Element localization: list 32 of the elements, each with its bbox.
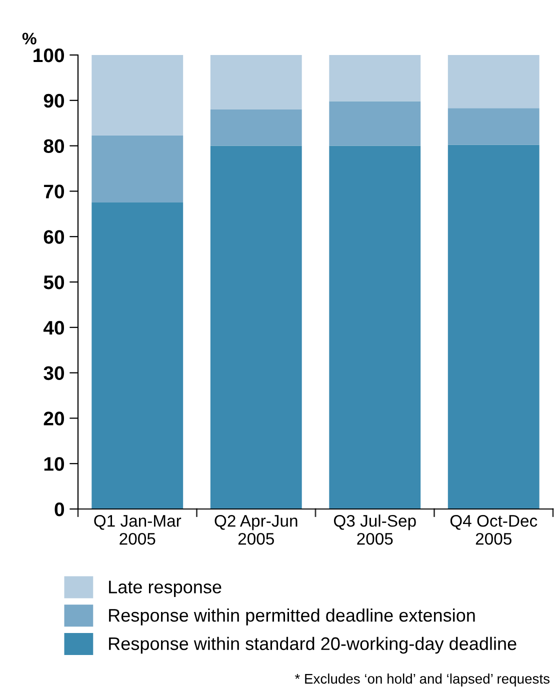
legend-label: Response within permitted deadline extension — [109, 608, 475, 626]
legend-label: Late response — [109, 580, 222, 597]
bar — [92, 135, 184, 203]
y-tick-label: 60 — [44, 230, 64, 244]
bar — [329, 101, 421, 146]
x-tick-label: Q2 Apr-Jun 2005 — [214, 514, 298, 545]
bar — [210, 55, 302, 110]
y-tick-label: 10 — [44, 457, 64, 471]
y-tick-label: 40 — [43, 320, 64, 335]
y-tick-label: 90 — [44, 94, 64, 108]
y-tick-label: 100 — [34, 48, 64, 62]
x-tick-label: Q3 Jul-Sep 2005 — [334, 514, 416, 545]
bar — [92, 55, 184, 136]
bar — [210, 109, 302, 146]
bar — [448, 55, 540, 108]
y-tick-label: 70 — [44, 184, 64, 198]
x-tick-label: Q4 Oct-Dec 2005 — [450, 514, 538, 545]
bar — [92, 202, 184, 509]
y-tick-label: 30 — [44, 366, 64, 380]
bar — [448, 108, 540, 145]
bar — [448, 144, 540, 509]
legend-label: Response within standard 20-working-day deadline — [109, 636, 516, 654]
y-axis-title: % — [22, 32, 36, 44]
bar — [210, 146, 302, 509]
y-tick-label: 20 — [44, 412, 64, 426]
bar — [329, 146, 421, 509]
x-tick-label: Q1 Jan-Mar 2005 — [94, 514, 182, 545]
text: * Excludes ‘on hold’ and ‘lapsed’ requests — [294, 674, 550, 686]
y-tick-label: 80 — [44, 139, 64, 154]
bar — [329, 55, 421, 102]
y-tick-label: 50 — [44, 275, 64, 290]
y-tick-label: 0 — [54, 502, 64, 516]
